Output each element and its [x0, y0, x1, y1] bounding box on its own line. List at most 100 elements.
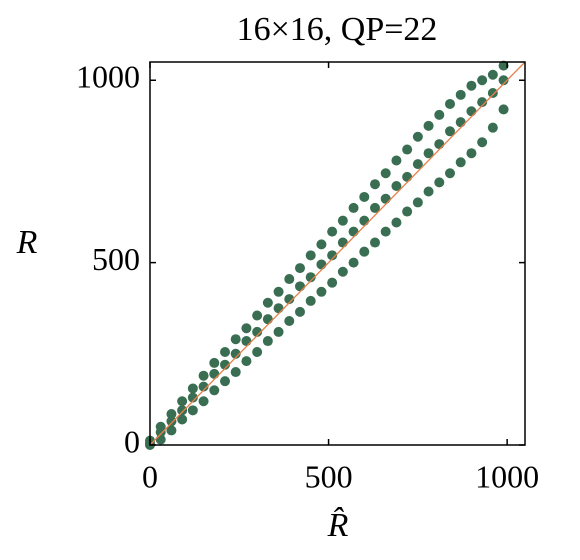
scatter-point [252, 346, 263, 357]
scatter-point [327, 277, 338, 288]
x-tick-label: 1000 [475, 458, 539, 494]
chart-title: 16×16, QP=22 [237, 11, 438, 48]
scatter-point [434, 109, 445, 120]
scatter-point [230, 348, 241, 359]
scatter-point [370, 202, 380, 213]
scatter-point [477, 75, 488, 86]
scatter-point [166, 425, 177, 436]
scatter-point [230, 334, 241, 345]
scatter-point [391, 155, 402, 166]
scatter-point [434, 177, 445, 188]
scatter-point [284, 315, 295, 326]
scatter-point [209, 357, 220, 368]
scatter-point [487, 88, 498, 99]
scatter-point [402, 206, 413, 217]
scatter-point [220, 376, 230, 387]
scatter-point [359, 215, 370, 226]
scatter-point [284, 294, 295, 305]
scatter-point [155, 427, 166, 438]
scatter-point [455, 157, 466, 168]
plot-frame [149, 61, 526, 446]
scatter-point [359, 246, 370, 257]
scatter-point [380, 226, 391, 237]
scatter-point [337, 215, 348, 226]
scatter-point [380, 193, 391, 204]
scatter-point [316, 286, 327, 297]
scatter-point [370, 237, 380, 248]
scatter-point [348, 226, 359, 237]
scatter-point [487, 69, 498, 80]
scatter-point [241, 356, 252, 367]
scatter-point [359, 191, 370, 202]
scatter-point [487, 122, 498, 133]
scatter-point [305, 295, 316, 306]
scatter-point [337, 266, 348, 277]
scatter-point [412, 159, 423, 170]
scatter-point [230, 367, 241, 378]
scatter-point [466, 106, 477, 117]
x-tick-label: 0 [142, 458, 158, 494]
x-tick-label: 500 [305, 458, 353, 494]
scatter-point [327, 250, 338, 261]
scatter-point [198, 381, 209, 392]
scatter-point [305, 250, 316, 261]
scatter-point [273, 303, 284, 314]
scatter-point [198, 370, 209, 381]
scatter-point [477, 137, 488, 148]
scatter-point [177, 405, 188, 416]
y-axis-label: R [16, 224, 38, 261]
y-tick-label: 0 [124, 423, 140, 459]
scatter-point [284, 274, 295, 285]
scatter-point [498, 60, 509, 71]
scatter-point [177, 396, 188, 407]
reference-line [149, 61, 526, 446]
scatter-point [198, 396, 209, 407]
scatter-point [166, 416, 177, 427]
scatter-point [262, 297, 273, 308]
scatter-point [423, 186, 434, 197]
scatter-point [273, 326, 284, 337]
scatter-point [327, 226, 338, 237]
scatter-point [412, 197, 423, 208]
scatter-point [316, 239, 327, 250]
scatter-point [305, 272, 316, 283]
scatter-point [466, 80, 477, 91]
scatter-point [252, 310, 263, 321]
scatter-point [434, 139, 445, 150]
scatter-point [220, 346, 230, 357]
scatter-point [187, 383, 198, 394]
scatter-point [187, 392, 198, 403]
scatter-point [177, 414, 188, 425]
scatter-point [445, 98, 455, 109]
scatter-point [455, 117, 466, 128]
scatter-point [498, 75, 509, 86]
scatter-point [209, 385, 220, 396]
scatter-point [348, 202, 359, 213]
scatter-point [445, 168, 455, 179]
scatter-point [337, 237, 348, 248]
scatter-point [166, 408, 177, 419]
scatter-point [295, 263, 305, 274]
scatter-point [423, 148, 434, 159]
scatter-point [423, 120, 434, 131]
scatter-point [241, 323, 252, 334]
scatter-point [391, 217, 402, 228]
scatter-point [466, 148, 477, 159]
scatter-point [412, 131, 423, 142]
scatter-point [241, 336, 252, 347]
scatter-point [262, 336, 273, 347]
scatter-point [273, 286, 284, 297]
scatter-point [209, 368, 220, 379]
scatter-point [370, 179, 380, 190]
scatter-point [262, 314, 273, 325]
y-tick-label: 1000 [76, 59, 140, 95]
scatter-point [455, 89, 466, 100]
scatter-point [348, 257, 359, 268]
scatter-point [316, 259, 327, 270]
scatter-point [252, 326, 263, 337]
y-tick-label: 500 [92, 241, 140, 277]
scatter-point [445, 126, 455, 137]
x-axis-label: R̂ [327, 506, 349, 544]
scatter-point [498, 104, 509, 115]
